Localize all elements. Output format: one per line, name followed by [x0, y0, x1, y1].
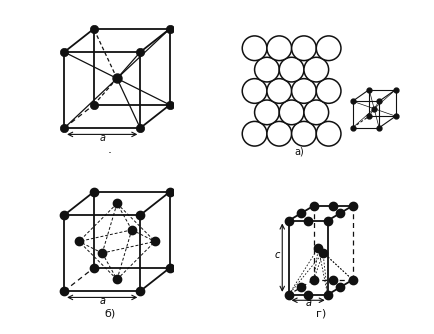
- Text: c: c: [275, 250, 280, 260]
- Text: a: a: [99, 296, 105, 306]
- Circle shape: [316, 36, 341, 60]
- Circle shape: [279, 57, 304, 82]
- Circle shape: [304, 100, 329, 125]
- Circle shape: [255, 100, 279, 125]
- Text: a: a: [99, 133, 105, 143]
- Circle shape: [267, 121, 292, 146]
- Circle shape: [292, 121, 316, 146]
- Text: a: a: [305, 298, 311, 308]
- Circle shape: [242, 78, 267, 103]
- Circle shape: [316, 121, 341, 146]
- Circle shape: [255, 57, 279, 82]
- Circle shape: [242, 36, 267, 60]
- Circle shape: [267, 36, 292, 60]
- Circle shape: [279, 100, 304, 125]
- Circle shape: [316, 78, 341, 103]
- Text: б): б): [104, 308, 115, 318]
- Circle shape: [304, 57, 329, 82]
- Circle shape: [292, 36, 316, 60]
- Text: г): г): [316, 309, 326, 319]
- Circle shape: [267, 78, 292, 103]
- Circle shape: [292, 78, 316, 103]
- Text: а): а): [295, 146, 304, 156]
- Circle shape: [242, 121, 267, 146]
- Text: .: .: [108, 143, 112, 156]
